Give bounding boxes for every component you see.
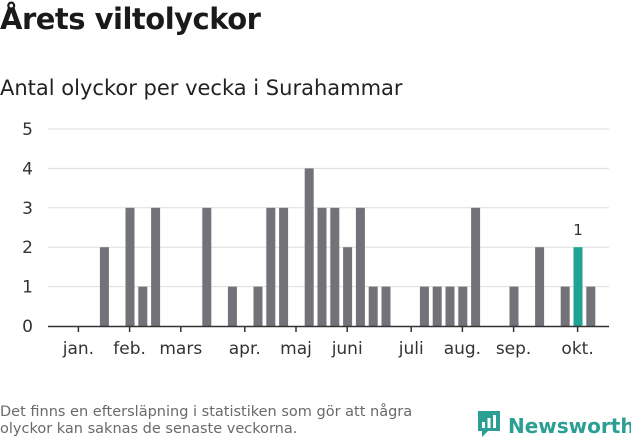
x-tick-label: mars [159, 339, 202, 359]
bar [138, 286, 148, 326]
x-tick-label: apr. [229, 339, 261, 359]
bar-chart: 0 1 2 3 4 5 1 jan. feb. mars apr. maj juni juli aug. se… [22, 120, 609, 359]
bar [419, 286, 429, 326]
bar [368, 286, 378, 326]
bar [560, 286, 570, 326]
axis-labels: 0 1 2 3 4 5 1 jan. feb. mars apr. maj juni juli aug. se… [22, 120, 609, 359]
x-tick-label: maj [280, 339, 312, 359]
bar [586, 286, 596, 326]
bar [253, 286, 263, 326]
bar [535, 247, 545, 326]
y-tick-label: 5 [22, 120, 33, 140]
bar [202, 207, 212, 326]
bar [343, 247, 353, 326]
bar [304, 168, 314, 326]
chart-title: Årets viltolyckor [0, 2, 261, 36]
bar [445, 286, 455, 326]
y-tick-label: 1 [22, 278, 33, 298]
x-tick-label: aug. [444, 339, 481, 359]
y-tick-label: 4 [22, 159, 33, 179]
y-tick-label: 2 [22, 238, 33, 258]
bar [279, 207, 289, 326]
x-tick-label: okt. [561, 339, 593, 359]
bar [355, 207, 365, 326]
x-tick-label: feb. [113, 339, 146, 359]
bar [99, 247, 109, 326]
chart-subtitle: Antal olyckor per vecka i Surahammar [0, 76, 403, 100]
bars [99, 168, 596, 326]
brand-name: Newsworthy [508, 414, 631, 438]
bar [432, 286, 442, 326]
bar [509, 286, 519, 326]
newsworthy-logo-icon [476, 409, 502, 443]
footnote: Det finns en eftersläpning i statistiken… [0, 404, 413, 437]
brand-logo[interactable]: Newsworthy [476, 409, 631, 443]
bar [266, 207, 276, 326]
x-tick-label: juni [331, 339, 363, 359]
bar [471, 207, 481, 326]
bar [317, 207, 327, 326]
bar [381, 286, 391, 326]
y-tick-label: 0 [22, 317, 33, 337]
bar [330, 207, 340, 326]
y-tick-label: 3 [22, 199, 33, 219]
bar [458, 286, 468, 326]
bar-highlight [573, 247, 583, 326]
data-label: 1 [573, 221, 583, 239]
bar [125, 207, 135, 326]
bar [151, 207, 161, 326]
x-tick-label: juli [398, 339, 424, 359]
x-tick-label: jan. [62, 339, 94, 359]
bar [227, 286, 237, 326]
x-tick-label: sep. [496, 339, 532, 359]
